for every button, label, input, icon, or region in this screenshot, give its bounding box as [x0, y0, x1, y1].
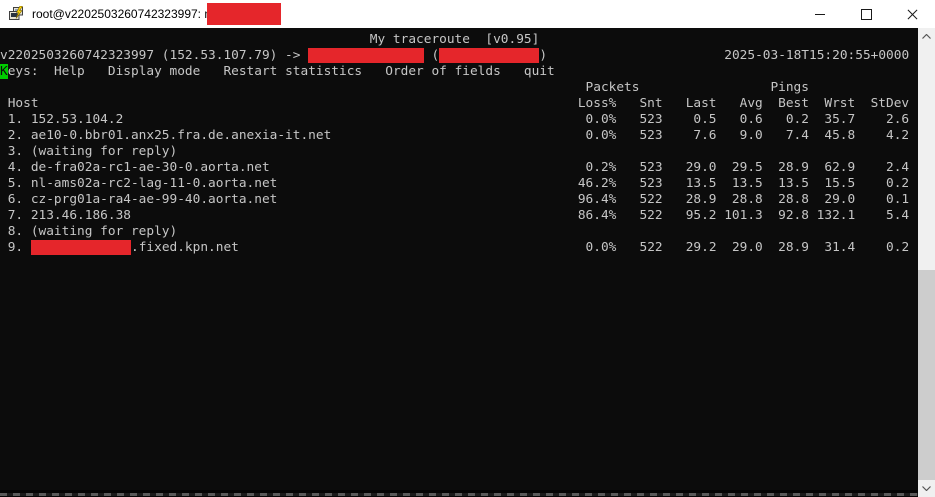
traceroute-row: 2. ae10-0.bbr01.anx25.fra.de.anexia-it.n… — [0, 128, 910, 143]
minimize-button[interactable] — [797, 0, 843, 28]
window-controls — [797, 0, 935, 28]
window-title: root@v2202503260742323997: mtr — [32, 7, 222, 21]
keys-bar: Keys: Help Display mode Restart statisti… — [0, 64, 555, 79]
scroll-down-button[interactable] — [918, 480, 935, 497]
terminal-cursor: K — [0, 64, 8, 79]
traceroute-row: 6. cz-prg01a-ra4-ae-99-40.aorta.net 96.4… — [0, 192, 910, 207]
terminal[interactable]: My traceroute [v0.95] v220250326074232399… — [0, 28, 918, 490]
traceroute-row: 4. de-fra02a-rc1-ae-30-0.aorta.net 0.2% … — [0, 160, 910, 175]
traceroute-row: 8. (waiting for reply) — [0, 224, 571, 239]
redacted-host — [30, 240, 131, 255]
title-bar[interactable]: root@v2202503260742323997: mtr — [0, 0, 935, 28]
scroll-up-button[interactable] — [918, 28, 935, 45]
close-button[interactable] — [889, 0, 935, 28]
mtr-source-line: v2202503260742323997 (152.53.107.79) -> … — [0, 48, 910, 63]
mtr-app-title: My traceroute [v0.95] — [0, 32, 540, 47]
putty-terminal-icon — [9, 6, 24, 20]
maximize-icon — [860, 8, 872, 20]
traceroute-row: 1. 152.53.104.2 0.0% 523 0.5 0.6 0.2 35.… — [0, 112, 910, 127]
close-icon — [907, 9, 918, 20]
stats-column-header: Host Loss% Snt Last Avg Best Wrst StDev — [0, 96, 910, 111]
chevron-down-icon — [922, 486, 931, 491]
chevron-up-icon — [922, 34, 931, 39]
traceroute-row: 5. nl-ams02a-rc2-lag-11-0.aorta.net 46.2… — [0, 176, 910, 191]
redacted-destination-ip — [439, 48, 540, 63]
maximize-button[interactable] — [843, 0, 889, 28]
taskbar-edge — [0, 490, 918, 497]
minimize-icon — [815, 13, 825, 15]
vertical-scrollbar[interactable] — [918, 28, 935, 497]
traceroute-row: 9. .fixed.kpn.net 0.0% 522 29.2 29.0 28.… — [0, 240, 910, 255]
redacted-window-title-text — [207, 3, 281, 25]
traceroute-row: 7. 213.46.186.38 86.4% 522 95.2 101.3 92… — [0, 208, 910, 223]
scrollbar-thumb[interactable] — [918, 270, 935, 480]
stats-group-header: Packets Pings — [0, 80, 809, 95]
redacted-destination-host — [308, 48, 424, 63]
traceroute-row: 3. (waiting for reply) — [0, 144, 571, 159]
